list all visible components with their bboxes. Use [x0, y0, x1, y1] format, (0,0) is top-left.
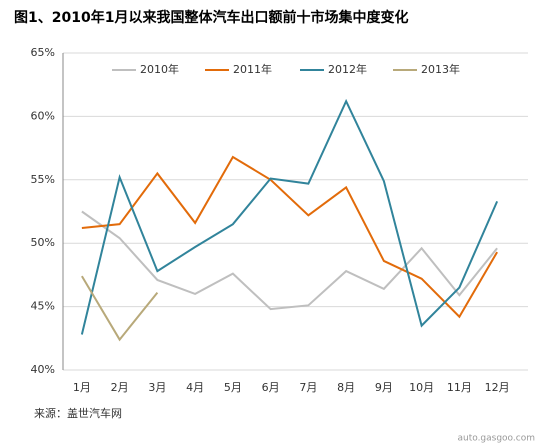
legend-label: 2012年 — [328, 62, 367, 76]
legend-label: 2011年 — [233, 62, 272, 76]
chart-title: 图1、2010年1月以来我国整体汽车出口额前十市场集中度变化 — [14, 9, 408, 26]
legend-label: 2010年 — [140, 62, 179, 76]
x-tick-label: 4月 — [186, 381, 204, 394]
series-line — [81, 275, 159, 342]
x-tick-label: 7月 — [299, 381, 317, 394]
y-tick-label: 60% — [31, 109, 55, 122]
series-line — [81, 155, 498, 319]
x-tick-label: 10月 — [409, 381, 434, 394]
x-tick-label: 3月 — [148, 381, 166, 394]
y-tick-label: 55% — [31, 173, 55, 186]
x-tick-label: 9月 — [375, 381, 393, 394]
x-tick-label: 1月 — [73, 381, 91, 394]
x-tick-label: 8月 — [337, 381, 355, 394]
watermark: auto.gasgoo.com — [457, 434, 535, 444]
y-tick-label: 45% — [31, 300, 55, 313]
x-tick-label: 11月 — [447, 381, 472, 394]
y-tick-label: 65% — [31, 46, 55, 59]
y-tick-label: 40% — [31, 363, 55, 376]
series-line — [81, 210, 498, 311]
x-tick-label: 2月 — [111, 381, 129, 394]
series-line — [80, 98, 499, 335]
x-tick-label: 6月 — [262, 381, 280, 394]
x-tick-label: 12月 — [485, 381, 510, 394]
source: 来源：盖世汽车网 — [34, 406, 122, 420]
y-tick-label: 50% — [31, 236, 55, 249]
legend-label: 2013年 — [421, 62, 460, 76]
x-tick-label: 5月 — [224, 381, 242, 394]
